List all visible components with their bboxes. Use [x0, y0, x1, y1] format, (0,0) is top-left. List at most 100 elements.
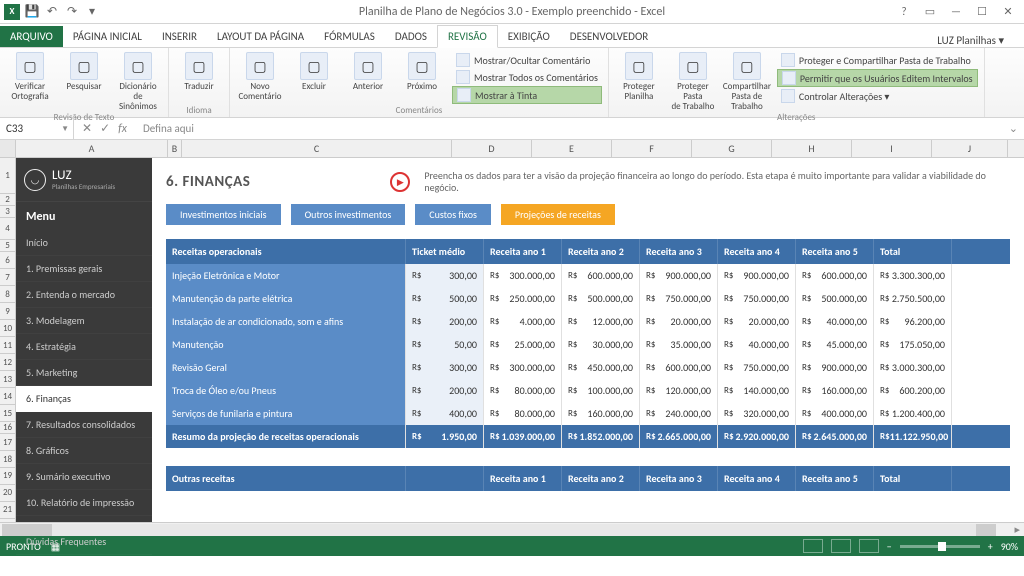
ribbon-btn[interactable]: ▢VerificarOrtografia [6, 50, 54, 112]
subtab[interactable]: Investimentos iniciais [166, 204, 281, 225]
ribbon-btn[interactable]: ▢Anterior [344, 50, 392, 104]
ribbon-sm-btn[interactable]: Mostrar/Ocultar Comentário [452, 52, 602, 68]
row-header[interactable]: 1 [0, 158, 16, 194]
ticket-medio[interactable]: R$200,00 [406, 379, 484, 402]
row-header[interactable]: 14 [0, 388, 16, 405]
expand-formula-icon[interactable]: ⌄ [1003, 122, 1024, 135]
row-header[interactable]: 17 [0, 434, 16, 451]
row-header[interactable]: 19 [0, 468, 16, 485]
row-header[interactable]: 6 [0, 252, 16, 269]
sidebar-item[interactable]: 3. Modelagem [16, 308, 152, 334]
ribbon-tab-página inicial[interactable]: PÁGINA INICIAL [63, 26, 152, 47]
subtab[interactable]: Custos fixos [415, 204, 491, 225]
ticket-medio[interactable]: R$300,00 [406, 356, 484, 379]
row-header[interactable]: 15 [0, 405, 16, 422]
col-header[interactable]: C [182, 140, 452, 157]
sidebar-item[interactable]: 2. Entenda o mercado [16, 282, 152, 308]
name-box[interactable]: C33▼ [0, 118, 74, 139]
qat-customize-icon[interactable]: ▾ [84, 4, 100, 20]
row-header[interactable]: 7 [0, 269, 16, 286]
ribbon-btn[interactable]: ▢CompartilharPasta de Trabalho [723, 50, 771, 112]
ribbon-tab-inserir[interactable]: INSERIR [152, 26, 207, 47]
sidebar-item[interactable]: 5. Marketing [16, 360, 152, 386]
ribbon-btn[interactable]: ▢Pesquisar [60, 50, 108, 112]
help-icon[interactable]: ? [892, 2, 916, 22]
fx-icon[interactable]: fx [118, 122, 127, 136]
col-header[interactable]: A [16, 140, 168, 157]
zoom-level[interactable]: 90% [1001, 540, 1018, 553]
ribbon-btn[interactable]: ▢Traduzir [175, 50, 223, 92]
row-header[interactable]: 10 [0, 320, 16, 337]
view-layout-icon[interactable] [831, 539, 851, 553]
row-header[interactable]: 11 [0, 337, 16, 354]
ribbon-tab-desenvolvedor[interactable]: DESENVOLVEDOR [560, 26, 658, 47]
subtab[interactable]: Projeções de receitas [501, 204, 615, 225]
sidebar-item[interactable]: 1. Premissas gerais [16, 256, 152, 282]
zoom-in-icon[interactable]: + [988, 540, 993, 553]
ribbon-tab-dados[interactable]: DADOS [385, 26, 437, 47]
ribbon-btn[interactable]: ▢Próximo [398, 50, 446, 104]
h-scrollbar[interactable]: ▸ [0, 522, 1024, 536]
sidebar-item[interactable]: 7. Resultados consolidados [16, 412, 152, 438]
col-header[interactable]: B [168, 140, 182, 157]
col-header[interactable]: D [452, 140, 532, 157]
view-break-icon[interactable] [859, 539, 879, 553]
cancel-formula-icon[interactable]: ✕ [82, 121, 92, 136]
minimize-icon[interactable]: — [944, 2, 968, 22]
ribbon-options-icon[interactable]: ▭ [918, 2, 942, 22]
sidebar-item[interactable]: 8. Gráficos [16, 438, 152, 464]
ribbon-sm-btn[interactable]: Mostrar à Tinta [452, 86, 602, 104]
formula-input[interactable]: Defina aqui [135, 122, 1003, 135]
play-icon[interactable]: ▶ [390, 172, 410, 192]
zoom-slider[interactable] [900, 545, 980, 548]
save-icon[interactable]: 💾 [24, 4, 40, 20]
ribbon-sm-btn[interactable]: Proteger e Compartilhar Pasta de Trabalh… [777, 52, 978, 68]
row-header[interactable]: 21 [0, 502, 16, 519]
row-header[interactable]: 13 [0, 371, 16, 388]
col-header[interactable]: F [612, 140, 692, 157]
col-header[interactable]: G [692, 140, 772, 157]
sidebar-item[interactable]: 9. Sumário executivo [16, 464, 152, 490]
row-header[interactable]: 16 [0, 422, 16, 434]
ribbon-tab-revisão[interactable]: REVISÃO [437, 25, 498, 48]
row-header[interactable]: 20 [0, 485, 16, 502]
ribbon-tab-exibição[interactable]: EXIBIÇÃO [498, 26, 560, 47]
sidebar-item[interactable]: Início [16, 230, 152, 256]
ribbon-btn[interactable]: ▢NovoComentário [236, 50, 284, 104]
undo-icon[interactable]: ↶ [44, 4, 60, 20]
enter-formula-icon[interactable]: ✓ [100, 121, 110, 136]
redo-icon[interactable]: ↷ [64, 4, 80, 20]
row-header[interactable]: 8 [0, 286, 16, 303]
ribbon-btn[interactable]: ▢Dicionário deSinônimos [114, 50, 162, 112]
row-header[interactable]: 9 [0, 303, 16, 320]
row-header[interactable]: 12 [0, 354, 16, 371]
ticket-medio[interactable]: R$300,00 [406, 264, 484, 287]
row-header[interactable]: 3 [0, 206, 16, 218]
select-all[interactable] [0, 140, 16, 157]
row-header[interactable]: 5 [0, 240, 16, 252]
ticket-medio[interactable]: R$200,00 [406, 310, 484, 333]
ribbon-sm-btn[interactable]: Permitir que os Usuários Editem Interval… [777, 69, 978, 87]
ticket-medio[interactable]: R$50,00 [406, 333, 484, 356]
ticket-medio[interactable]: R$500,00 [406, 287, 484, 310]
row-header[interactable]: 4 [0, 218, 16, 241]
row-header[interactable]: 18 [0, 451, 16, 468]
user-label[interactable]: LUZ Planilhas ▾ [937, 34, 1024, 47]
ribbon-tab-fórmulas[interactable]: FÓRMULAS [314, 26, 385, 47]
ribbon-tab-arquivo[interactable]: ARQUIVO [0, 26, 63, 47]
ribbon-sm-btn[interactable]: Controlar Alterações ▾ [777, 88, 978, 104]
ticket-medio[interactable]: R$400,00 [406, 402, 484, 425]
view-normal-icon[interactable] [803, 539, 823, 553]
ribbon-btn[interactable]: ▢ProtegerPlanilha [615, 50, 663, 112]
col-header[interactable]: I [852, 140, 932, 157]
col-header[interactable]: E [532, 140, 612, 157]
col-header[interactable]: H [772, 140, 852, 157]
col-header[interactable]: J [932, 140, 1008, 157]
ribbon-sm-btn[interactable]: Mostrar Todos os Comentários [452, 69, 602, 85]
ribbon-tab-layout da página[interactable]: LAYOUT DA PÁGINA [207, 26, 314, 47]
ribbon-btn[interactable]: ▢Excluir [290, 50, 338, 104]
close-icon[interactable]: ✕ [996, 2, 1020, 22]
ribbon-btn[interactable]: ▢Proteger Pastade Trabalho [669, 50, 717, 112]
sidebar-item[interactable]: 4. Estratégia [16, 334, 152, 360]
sidebar-item[interactable]: 10. Relatório de impressão [16, 490, 152, 516]
